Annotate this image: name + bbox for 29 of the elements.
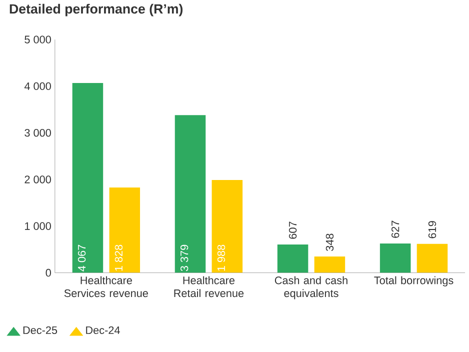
data-label: 3 379 [180,244,188,272]
bar [72,83,104,273]
x-tick-label: Healthcare Services revenue [64,276,148,298]
data-label: 619 [428,221,436,238]
bar [380,244,411,273]
x-tick-label: Healthcare Retail revenue [174,276,244,298]
data-label: 1 828 [114,244,123,271]
x-tick-label: Total borrowings [374,276,454,286]
y-tick-label: 0 [46,269,51,277]
y-tick-label: 2 000 [24,176,51,184]
bar [277,244,308,273]
y-tick-label: 1 000 [25,222,51,230]
bar [416,244,448,273]
y-tick-label: 5 000 [24,36,51,44]
data-label: 4 067 [78,245,86,272]
legend-label: Dec-24 [86,326,120,334]
x-tick-label: Cash and cash equivalents [274,276,348,300]
y-tick-label: 3 000 [24,129,51,137]
data-label: 627 [391,220,400,238]
data-label: 607 [288,222,297,239]
bar [109,188,140,273]
bar [314,256,346,273]
bar [212,180,243,273]
bar [174,115,206,273]
legend-label: Dec-25 [23,326,58,334]
chart-title: Detailed performance (R’m) [10,4,183,16]
data-label: 1 988 [217,244,226,271]
data-label: 348 [326,234,334,252]
y-tick-label: 4 000 [24,82,51,90]
